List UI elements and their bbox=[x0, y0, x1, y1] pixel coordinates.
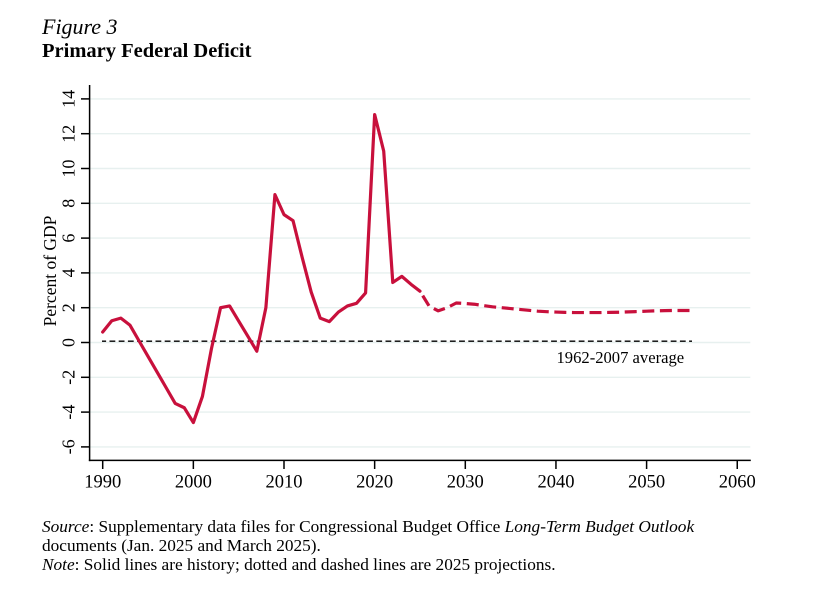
svg-text:2010: 2010 bbox=[266, 472, 303, 492]
svg-text:2030: 2030 bbox=[447, 472, 484, 492]
svg-text:4: 4 bbox=[59, 268, 79, 277]
svg-text:-2: -2 bbox=[59, 370, 79, 385]
svg-text:6: 6 bbox=[59, 234, 79, 243]
svg-text:1962-2007 average: 1962-2007 average bbox=[557, 348, 685, 367]
svg-text:10: 10 bbox=[59, 160, 79, 178]
svg-text:2020: 2020 bbox=[356, 472, 393, 492]
svg-text:Percent of GDP: Percent of GDP bbox=[40, 215, 60, 326]
svg-text:documents (Jan. 2025 and March: documents (Jan. 2025 and March 2025). bbox=[42, 536, 321, 555]
svg-text:2: 2 bbox=[59, 303, 79, 312]
svg-text:2000: 2000 bbox=[175, 472, 212, 492]
svg-text:-6: -6 bbox=[59, 439, 79, 454]
svg-text:12: 12 bbox=[59, 125, 79, 143]
svg-text:Figure 3: Figure 3 bbox=[41, 14, 118, 39]
svg-text:-4: -4 bbox=[59, 405, 79, 420]
svg-text:8: 8 bbox=[59, 199, 79, 208]
svg-text:1990: 1990 bbox=[84, 472, 121, 492]
svg-text:14: 14 bbox=[59, 90, 79, 108]
svg-text:2060: 2060 bbox=[719, 472, 756, 492]
svg-text:Source: Supplementary data fil: Source: Supplementary data files for Con… bbox=[42, 517, 694, 536]
svg-text:Note: Solid lines are history;: Note: Solid lines are history; dotted an… bbox=[41, 555, 556, 574]
svg-text:Primary Federal Deficit: Primary Federal Deficit bbox=[42, 40, 252, 62]
svg-text:2050: 2050 bbox=[628, 472, 665, 492]
svg-text:0: 0 bbox=[59, 338, 79, 347]
svg-text:2040: 2040 bbox=[537, 472, 574, 492]
